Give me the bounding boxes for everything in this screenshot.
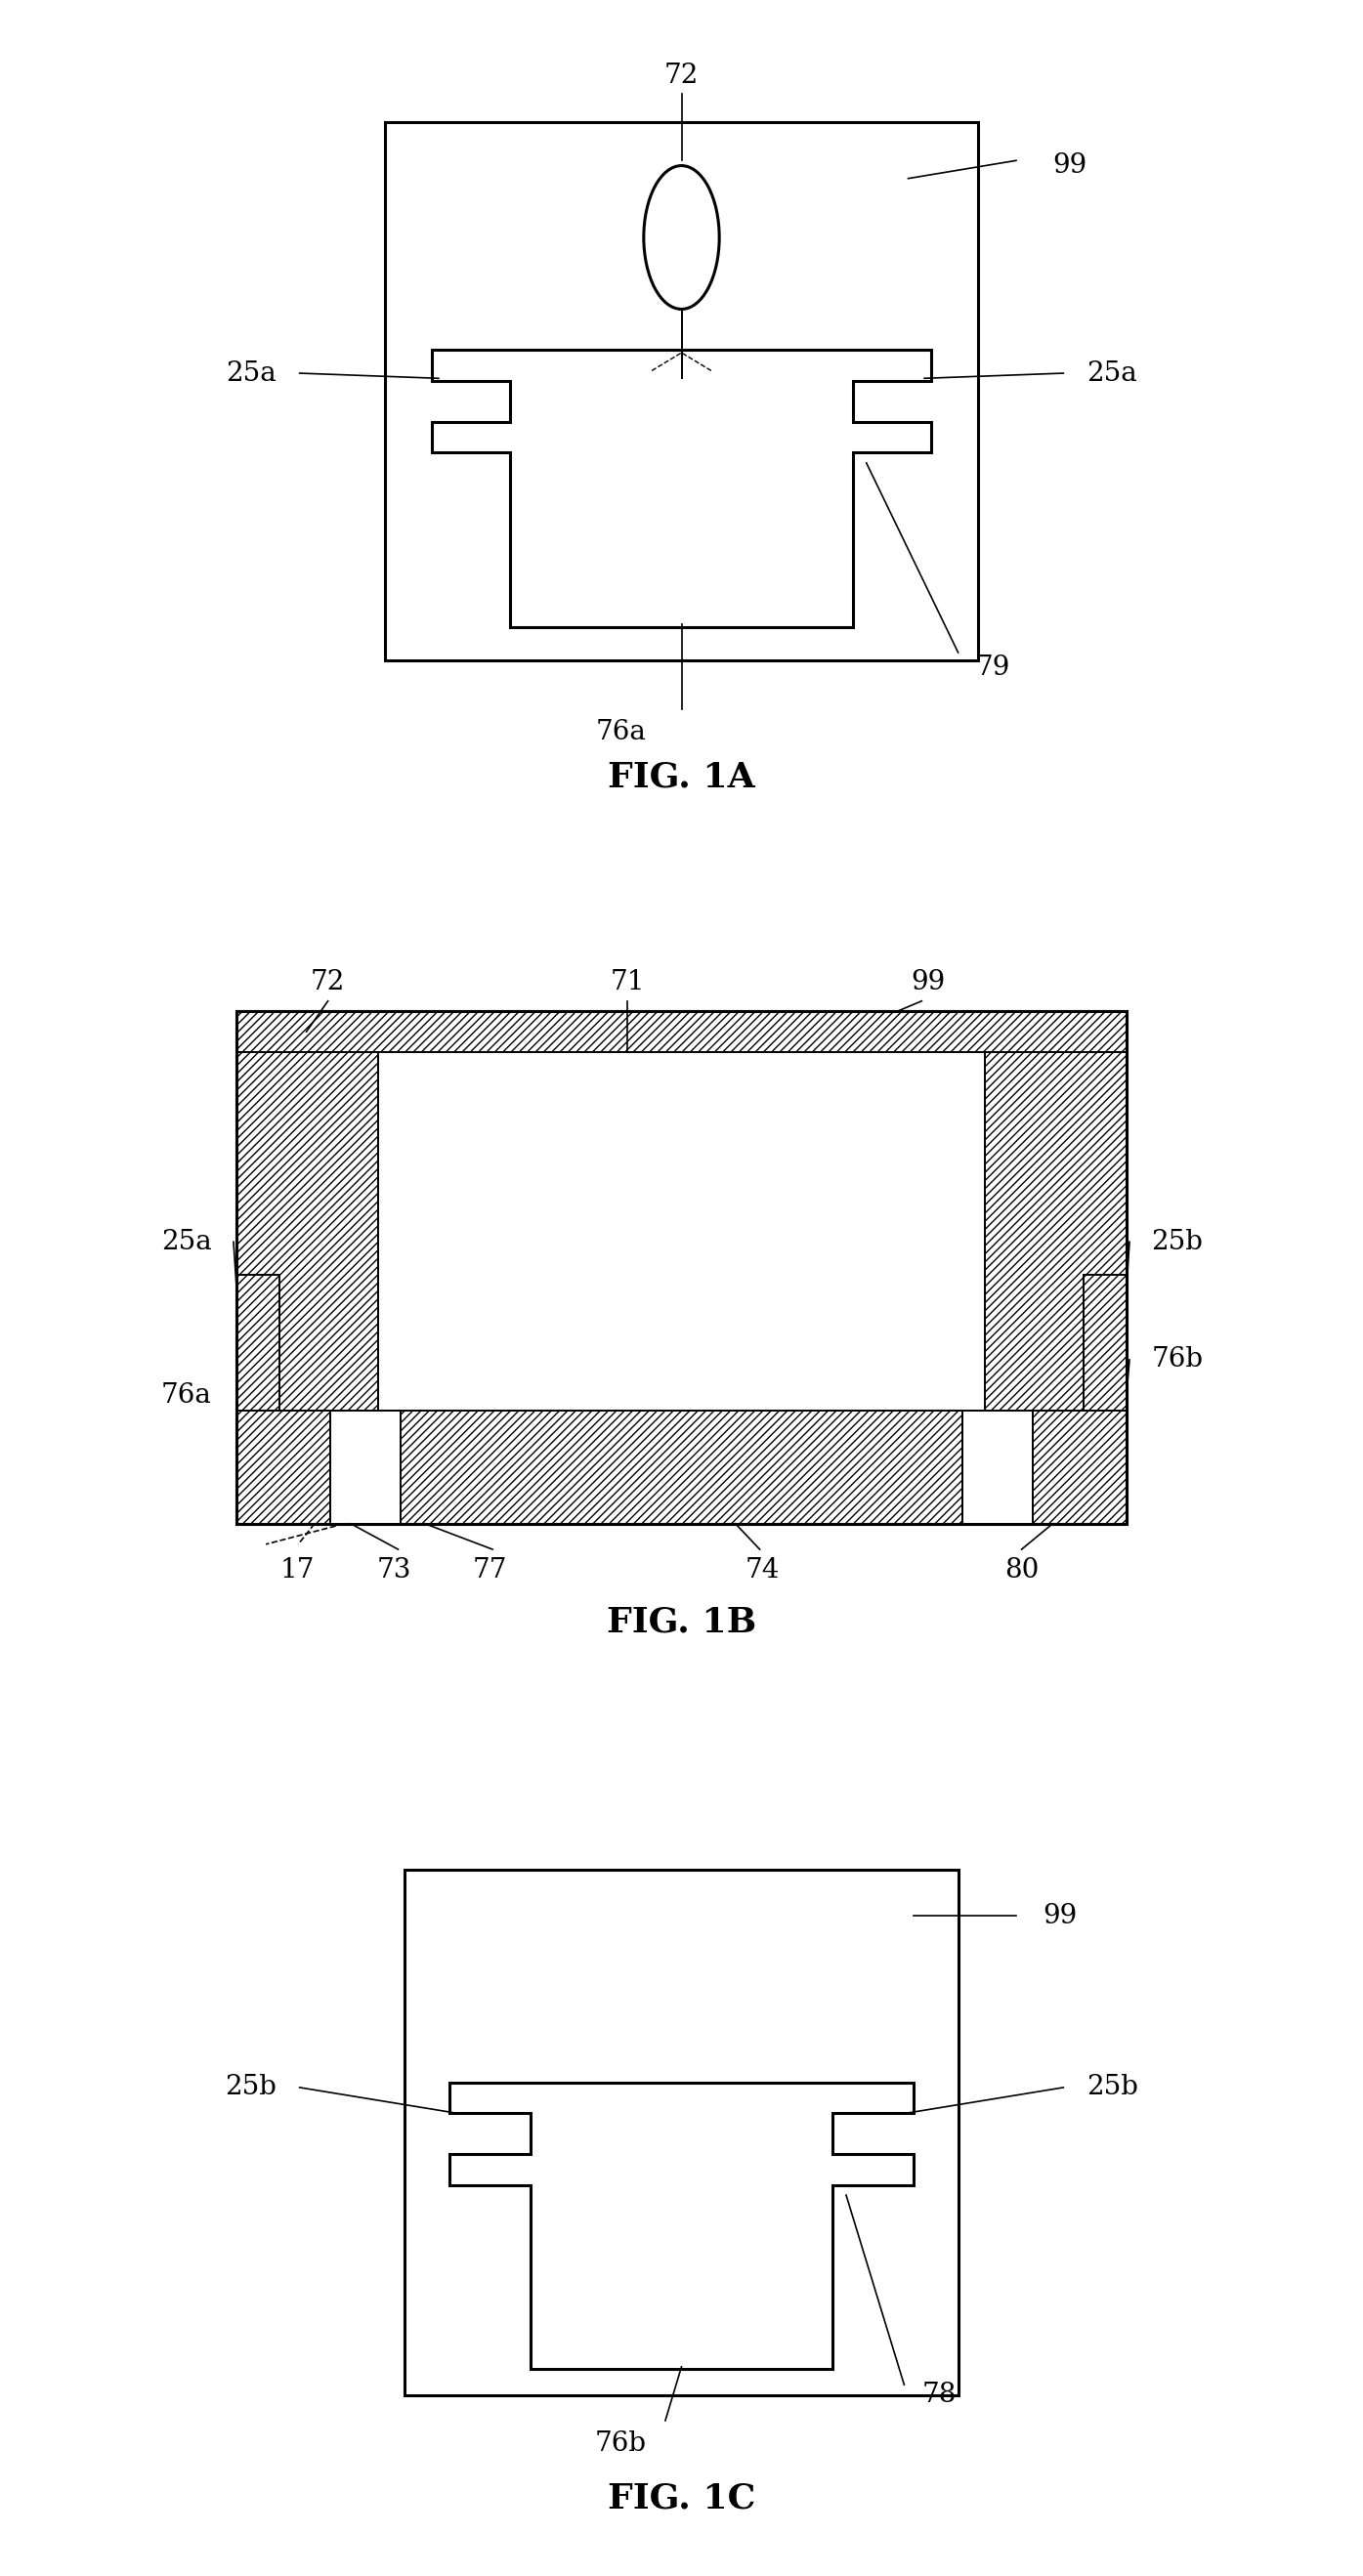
Bar: [405, 1870, 958, 2396]
Bar: [378, 1051, 985, 1412]
Bar: [1032, 1412, 1127, 1525]
Bar: [236, 1012, 1127, 1525]
Text: 74: 74: [746, 1556, 780, 1584]
Bar: [236, 1412, 331, 1525]
Text: 99: 99: [1043, 1904, 1078, 1929]
Text: 72: 72: [664, 62, 699, 88]
Bar: [236, 1012, 1127, 1051]
Text: 80: 80: [1005, 1556, 1039, 1584]
Text: 25a: 25a: [226, 361, 277, 386]
Bar: [236, 1412, 331, 1525]
Text: 72: 72: [311, 969, 345, 997]
Text: 25a: 25a: [161, 1229, 211, 1255]
Text: 17: 17: [279, 1556, 315, 1584]
Polygon shape: [450, 2081, 913, 2370]
Bar: [236, 1051, 378, 1412]
Text: 25a: 25a: [1086, 361, 1137, 386]
Text: 77: 77: [473, 1556, 507, 1584]
Text: 99: 99: [1052, 152, 1088, 178]
Text: 79: 79: [976, 654, 1010, 680]
Text: 25b: 25b: [1086, 2074, 1138, 2099]
Text: FIG. 1C: FIG. 1C: [608, 2483, 755, 2514]
Bar: [962, 1412, 1032, 1525]
Bar: [384, 121, 979, 659]
Text: 76a: 76a: [596, 719, 646, 744]
Text: 76b: 76b: [594, 2432, 646, 2458]
Bar: [401, 1412, 962, 1525]
Text: 25b: 25b: [225, 2074, 277, 2099]
Bar: [236, 1012, 1127, 1525]
Bar: [236, 1012, 1127, 1051]
Bar: [401, 1412, 962, 1525]
Bar: [985, 1051, 1127, 1412]
Bar: [985, 1051, 1127, 1412]
Text: 25b: 25b: [1152, 1229, 1202, 1255]
Text: 73: 73: [376, 1556, 412, 1584]
Text: FIG. 1A: FIG. 1A: [608, 760, 755, 793]
Text: 76b: 76b: [1152, 1347, 1204, 1373]
Text: 71: 71: [611, 969, 645, 997]
Bar: [1032, 1412, 1127, 1525]
Polygon shape: [432, 350, 931, 626]
Bar: [236, 1051, 378, 1412]
Text: 99: 99: [910, 969, 946, 997]
Bar: [331, 1412, 401, 1525]
Circle shape: [643, 165, 720, 309]
Text: 78: 78: [921, 2383, 957, 2409]
Text: 76a: 76a: [161, 1383, 211, 1409]
Text: FIG. 1B: FIG. 1B: [607, 1605, 756, 1638]
